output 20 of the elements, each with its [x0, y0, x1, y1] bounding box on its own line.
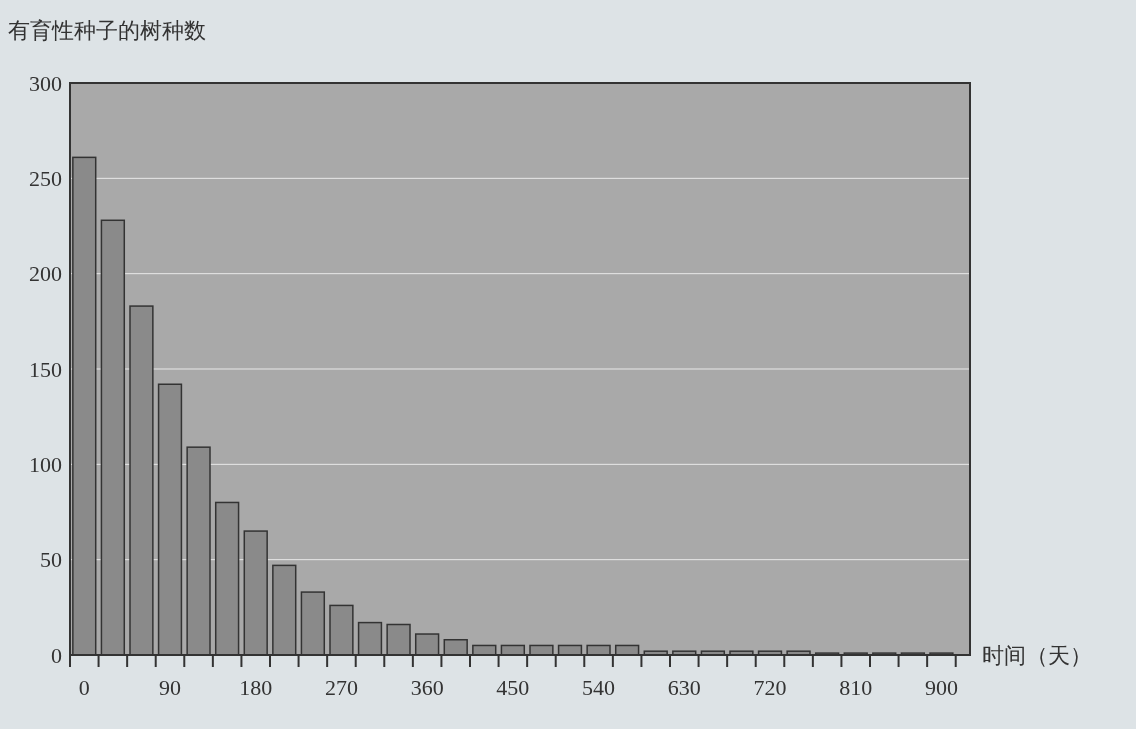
y-axis-title: 有育性种子的树种数: [8, 18, 206, 43]
y-tick-label: 50: [40, 547, 62, 573]
y-tick-label: 300: [29, 70, 62, 96]
x-tick-label: 360: [410, 675, 444, 700]
x-tick-label: 90: [159, 675, 181, 700]
y-tick-label: 250: [29, 165, 62, 191]
x-tick-label: 0: [78, 675, 90, 700]
x-tick-label: 180: [239, 675, 273, 700]
y-tick-label: 0: [51, 642, 62, 668]
y-tick-label: 150: [29, 356, 62, 382]
x-tick-label: 450: [496, 675, 530, 700]
x-tick-label: 270: [324, 675, 358, 700]
x-tick-label: 900: [924, 675, 958, 700]
x-tick-label: 720: [753, 675, 787, 700]
x-tick-label: 540: [582, 675, 616, 700]
x-tick-label: 630: [667, 675, 701, 700]
y-tick-label: 100: [29, 451, 62, 477]
y-tick-label: 200: [29, 261, 62, 287]
x-tick-label: 810: [839, 675, 873, 700]
x-axis-title: 时间（天）: [982, 642, 1092, 668]
